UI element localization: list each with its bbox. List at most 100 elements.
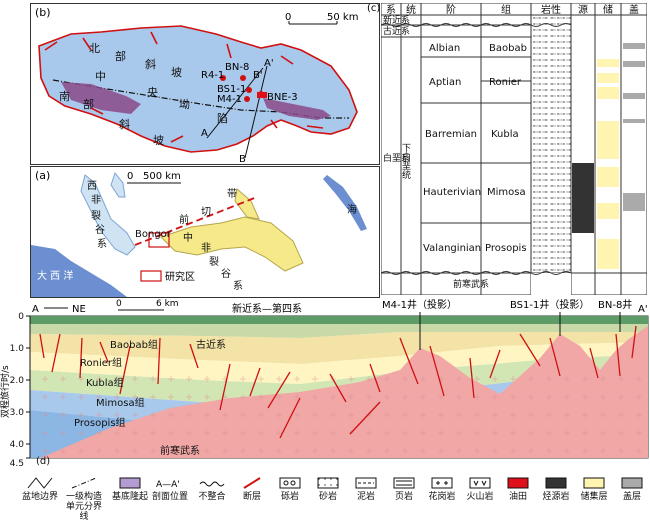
faults-b — [44, 31, 324, 143]
central-c2: 非 — [201, 242, 211, 254]
oilfield-icon — [507, 477, 529, 489]
label-mimosa: Mimosa组 — [96, 396, 145, 409]
y-tick-2: 2.0 — [10, 376, 25, 386]
legend-sandstone: 砂岩 — [310, 476, 346, 502]
central-c5: 系 — [233, 280, 243, 292]
panel-b-label: (b) — [35, 6, 51, 19]
west-c5: 系 — [97, 238, 107, 250]
y-tick-3: 3.0 — [10, 408, 25, 418]
central-rift-zone — [160, 216, 304, 272]
stage-valanginian: Valanginian — [423, 243, 481, 254]
west-c4: 谷 — [95, 224, 105, 236]
central-c3: 裂 — [209, 255, 219, 268]
series-lower-cretaceous: 下白垩统 — [400, 143, 411, 180]
legend-granite: 花岗岩 — [424, 476, 460, 502]
legend-study-box — [140, 270, 162, 282]
unit-boundary-icon — [71, 477, 97, 489]
west-c3: 裂 — [91, 209, 101, 222]
well-r41: R4-1 — [201, 70, 224, 81]
panel-a-svg: (a) 0 500 km 西 非 裂 谷 系 Bongor 前 切 带 海 大 … — [31, 167, 379, 297]
well-bne3: BNE-3 — [267, 92, 298, 103]
granite-icon — [431, 477, 453, 489]
west-rift-zone — [80, 174, 136, 256]
legend-row: 盆地边界 一级构造单元分界线 基底隆起 A—A' 剖面位置 不整合 断层 砾岩 … — [22, 474, 643, 522]
panel-c-label-visible: (c) — [367, 3, 381, 14]
north-slope-c2: 部 — [115, 49, 126, 63]
legend-fault: 断层 — [234, 476, 270, 502]
study-area-box — [148, 232, 170, 248]
reservoir-icon — [583, 477, 605, 489]
mudstone-icon — [355, 477, 377, 489]
section-end-a2: A' — [638, 304, 648, 315]
direction-ne: NE — [72, 304, 86, 315]
legend-volcanic: 火山岩 — [462, 476, 498, 502]
sandstone-icon — [317, 477, 339, 489]
scale-a-zero: 0 — [127, 171, 133, 182]
system-cretaceous: 白垩系 — [383, 152, 410, 164]
formation-kubla: Kubla — [491, 129, 519, 140]
well-bs11-label: BS1-1井（投影） — [510, 298, 589, 311]
legend-conglomerate: 砾岩 — [272, 476, 308, 502]
basin-boundary-icon — [27, 477, 53, 489]
formation-ronier: Ronier — [489, 77, 522, 88]
svg-text:A—A': A—A' — [156, 480, 180, 490]
scale-d-zero: 0 — [116, 299, 122, 309]
basement-uplift-west — [61, 82, 141, 114]
legend-basin-boundary: 盆地边界 — [22, 476, 58, 502]
section-line-aa — [206, 67, 264, 139]
scale-b-text: 50 km — [327, 12, 358, 23]
header-formation: 组 — [501, 3, 511, 16]
source-rock-icon — [545, 477, 567, 489]
cut-label: 切 — [201, 206, 211, 218]
system-precambrian: 前寒武系 — [453, 278, 489, 290]
bongor-basin-area — [38, 25, 358, 153]
unconformity-icon — [199, 481, 225, 487]
central-c1: 中 — [95, 70, 106, 83]
well-lines — [419, 312, 621, 350]
uplift-icon — [119, 477, 141, 489]
formation-prosopis: Prosopis — [485, 243, 527, 254]
faults-d — [39, 325, 637, 439]
panel-b-svg: (b) 0 50 km BN-8 R4-1 BS1-1 M4-1 BNE-3 A… — [31, 4, 379, 165]
label-basement: 前寒武系 — [160, 444, 200, 457]
section-end-a: A — [32, 304, 39, 315]
header-system: 系 — [386, 4, 396, 16]
bongor-label: Bongor — [135, 229, 172, 240]
layer-baobab — [30, 332, 648, 364]
formation-mimosa: Mimosa — [487, 187, 526, 198]
central-c2: 央 — [147, 86, 158, 99]
panel-b-basin-map: (b) 0 50 km BN-8 R4-1 BS1-1 M4-1 BNE-3 A… — [30, 3, 380, 165]
header-series: 统 — [406, 3, 416, 16]
red-sea — [323, 175, 367, 231]
well-m41-label: M4-1井（投影） — [382, 298, 457, 311]
legend-mudstone: 泥岩 — [348, 476, 384, 502]
well-bn8-label: BN-8井 — [598, 298, 632, 311]
west-c1: 西 — [87, 181, 97, 192]
central-c1: 中 — [183, 231, 193, 244]
section-a-end: A — [201, 128, 208, 139]
section-b2-end: B' — [253, 70, 263, 81]
stage-barremian: Barremian — [425, 129, 477, 140]
central-c4: 陷 — [217, 111, 228, 125]
scale-b-zero: 0 — [285, 12, 291, 23]
basement-uplift-east — [263, 98, 331, 120]
south-slope-c1: 南 — [59, 90, 70, 103]
stage-albian: Albian — [429, 43, 460, 54]
legend-cap-rock: 盖层 — [614, 476, 650, 502]
south-slope-c4: 坡 — [153, 134, 164, 147]
y-axis-title: 双程旅行时/s — [0, 365, 11, 418]
well-m41: M4-1 — [217, 94, 242, 105]
central-c4: 谷 — [221, 268, 231, 280]
legend-oilfield: 油田 — [500, 476, 536, 502]
y-tick-4: 4.0 — [10, 440, 25, 450]
formation-baobab: Baobab — [489, 43, 527, 54]
section-line-bb — [244, 65, 268, 159]
stage-hauterivian: Hauterivian — [423, 187, 481, 198]
stage-aptian: Aptian — [429, 77, 461, 88]
legend-reservoir: 储集层 — [576, 476, 612, 502]
fault-icon — [243, 477, 261, 489]
header-reservoir: 储 — [603, 3, 613, 16]
front-label: 前 — [179, 213, 189, 226]
panel-c-svg: 系 统 阶 组 岩性 源 储 盖 — [380, 2, 648, 296]
legend-section-position: A—A' 剖面位置 — [152, 476, 188, 502]
